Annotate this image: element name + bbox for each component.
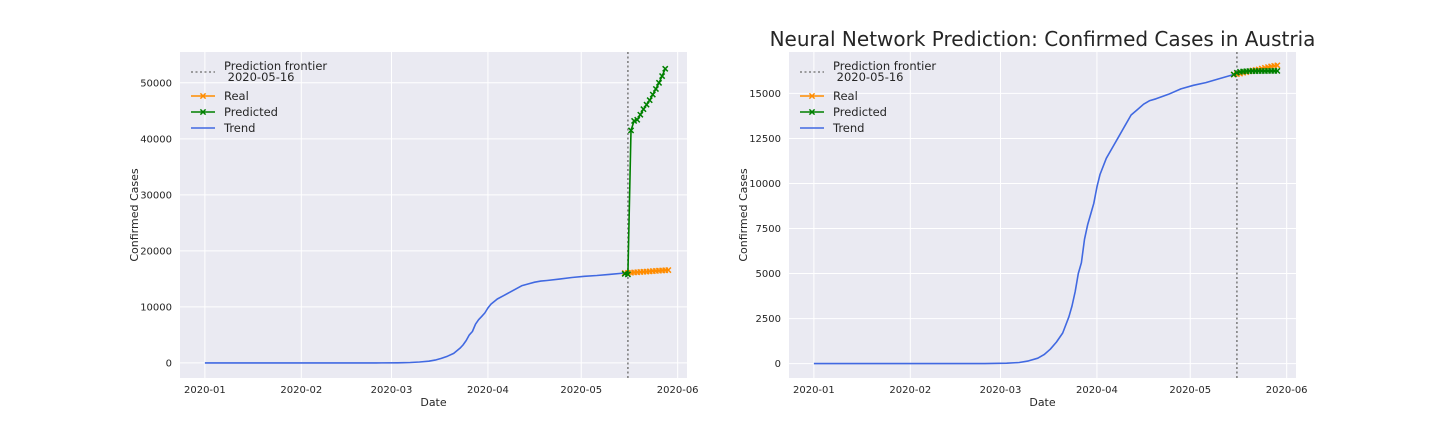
real-point — [1274, 62, 1281, 69]
legend-frontier-label-line: Prediction frontier — [224, 59, 327, 73]
y-axis-label: Confirmed Cases — [128, 168, 141, 262]
legend-real-label: Real — [833, 89, 858, 103]
predicted-point — [652, 85, 660, 93]
y-tick-label: 7500 — [756, 224, 781, 235]
predicted-point — [637, 111, 644, 118]
predicted-point — [640, 106, 647, 113]
predicted-point — [1230, 71, 1237, 78]
legend-real-marker — [808, 92, 816, 100]
y-tick-label: 40000 — [140, 134, 172, 145]
y-tick-label: 0 — [775, 359, 781, 370]
y-tick-label: 10000 — [749, 179, 781, 190]
predicted-point — [1274, 67, 1281, 75]
x-tick-label: 2020-05 — [1169, 385, 1211, 396]
x-tick-label: 2020-02 — [280, 385, 322, 396]
legend-frontier-label-line: Prediction frontier — [833, 59, 936, 73]
predicted-point — [627, 127, 635, 134]
x-tick-label: 2020-01 — [184, 385, 226, 396]
legend-frontier-label: Prediction frontier 2020-05-16 — [833, 59, 936, 84]
y-tick-label: 30000 — [140, 190, 172, 201]
x-tick-label: 2020-01 — [793, 385, 835, 396]
predicted-point — [646, 97, 653, 104]
legend-predicted-marker — [808, 108, 816, 116]
y-axis-label: Confirmed Cases — [737, 168, 750, 262]
x-axis-label: Date — [1029, 396, 1056, 409]
legend-predicted-label: Predicted — [224, 105, 278, 119]
x-tick-label: 2020-06 — [1266, 385, 1308, 396]
x-tick-label: 2020-05 — [560, 385, 602, 396]
x-axis-label: Date — [420, 396, 447, 409]
x-tick-label: 2020-02 — [889, 385, 931, 396]
y-tick-label: 0 — [166, 358, 172, 369]
plot-area — [789, 52, 1296, 378]
y-tick-label: 2500 — [756, 314, 781, 325]
predicted-point — [655, 79, 663, 86]
predicted-point — [624, 271, 632, 278]
predicted-point — [634, 116, 641, 123]
legend-predicted-marker — [199, 108, 207, 116]
y-tick-label: 10000 — [140, 302, 172, 313]
predicted-point — [643, 101, 650, 108]
plot-area — [180, 52, 687, 378]
legend-real-label: Real — [224, 89, 249, 103]
legend-predicted-label: Predicted — [833, 105, 887, 119]
legend-frontier-label-line: 2020-05-16 — [833, 70, 904, 84]
x-tick-label: 2020-04 — [1076, 385, 1118, 396]
x-tick-label: 2020-03 — [980, 385, 1022, 396]
x-tick-label: 2020-03 — [371, 385, 413, 396]
y-tick-label: 12500 — [749, 134, 781, 145]
predicted-point — [662, 65, 669, 72]
legend: Prediction frontier 2020-05-16 Real Predic… — [191, 59, 327, 135]
y-tick-label: 20000 — [140, 246, 172, 257]
chart-2: 0 2500 5000 7500 10000 12500 15000 2020-01 2020-… — [737, 27, 1315, 409]
y-tick-label: 15000 — [749, 89, 781, 100]
chart-title: Neural Network Prediction: Confirmed Cas… — [770, 27, 1316, 51]
chart-1: 0 10000 20000 30000 40000 50000 2020-01 2020-02… — [128, 52, 699, 409]
real-point — [665, 266, 672, 274]
trend-series-line — [204, 272, 625, 364]
legend-real-marker — [199, 92, 207, 100]
y-tick-label: 50000 — [140, 78, 172, 89]
y-tick-label: 5000 — [756, 269, 781, 280]
predicted-point — [658, 72, 666, 80]
trend-series-line — [813, 73, 1235, 365]
legend-frontier-label-line: 2020-05-16 — [224, 70, 295, 84]
x-tick-label: 2020-04 — [467, 385, 509, 396]
legend-trend-label: Trend — [223, 121, 255, 135]
legend: Prediction frontier 2020-05-16 Real Predic… — [800, 59, 936, 135]
x-tick-label: 2020-06 — [657, 385, 699, 396]
legend-trend-label: Trend — [832, 121, 864, 135]
legend-frontier-label: Prediction frontier 2020-05-16 — [224, 59, 327, 84]
predicted-point — [649, 91, 656, 98]
